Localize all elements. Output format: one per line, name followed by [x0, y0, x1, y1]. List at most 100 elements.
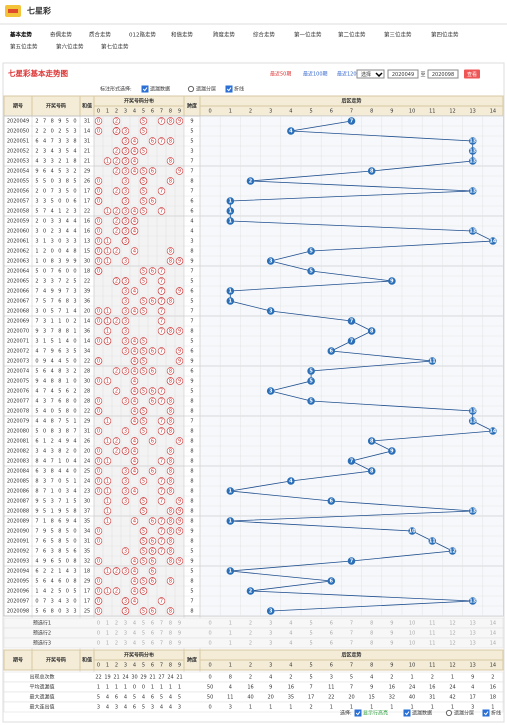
preselect-digit[interactable]: 3 — [124, 641, 127, 647]
preselect-digit[interactable]: 1 — [106, 641, 109, 647]
nav-link[interactable]: 第四位走势 — [431, 31, 459, 39]
preselect-digit[interactable]: 10 — [409, 621, 415, 627]
range-link[interactable]: 最近50期 — [270, 71, 291, 78]
preselect-digit[interactable]: 1 — [106, 631, 109, 637]
preselect-digit[interactable]: 14 — [490, 621, 496, 627]
nav-link[interactable]: 第六位走势 — [56, 43, 84, 51]
preselect-digit[interactable]: 13 — [470, 641, 476, 647]
preselect-digit[interactable]: 6 — [151, 621, 154, 627]
preselect-digit[interactable]: 0 — [209, 621, 212, 627]
preselect-digit[interactable]: 1 — [106, 621, 109, 627]
checkbox[interactable] — [141, 85, 149, 93]
preselect-digit[interactable]: 9 — [178, 631, 181, 637]
to-input[interactable] — [427, 69, 459, 79]
preselect-digit[interactable]: 9 — [178, 641, 181, 647]
option-text[interactable]: 遗漏数据 — [412, 710, 432, 717]
range-link[interactable]: 最近100期 — [303, 71, 328, 78]
preselect-digit[interactable]: 4 — [289, 631, 292, 637]
checkbox[interactable] — [354, 709, 362, 717]
option-text[interactable]: 显示行高亮 — [363, 710, 388, 717]
preselect-digit[interactable]: 8 — [169, 631, 172, 637]
preselect-digit[interactable]: 7 — [350, 631, 353, 637]
preselect-digit[interactable]: 7 — [350, 621, 353, 627]
preselect-digit[interactable]: 1 — [229, 641, 232, 647]
preselect-digit[interactable]: 12 — [449, 621, 455, 627]
nav-link[interactable]: 和值走势 — [171, 31, 194, 39]
preselect-digit[interactable]: 12 — [449, 631, 455, 637]
nav-link[interactable]: 综合走势 — [253, 31, 276, 39]
preselect-digit[interactable]: 6 — [330, 631, 333, 637]
preselect-digit[interactable]: 5 — [142, 631, 145, 637]
nav-link[interactable]: 跨度走势 — [213, 31, 236, 39]
nav-link[interactable]: 第一位走势 — [294, 31, 322, 39]
preselect-digit[interactable]: 3 — [269, 641, 272, 647]
nav-link[interactable]: 质合走势 — [89, 31, 112, 39]
preselect-digit[interactable]: 9 — [390, 631, 393, 637]
preselect-digit[interactable]: 4 — [133, 631, 136, 637]
preselect-digit[interactable]: 5 — [142, 621, 145, 627]
nav-link[interactable]: 第三位走势 — [384, 31, 412, 39]
preselect-digit[interactable]: 1 — [229, 631, 232, 637]
preselect-digit[interactable]: 4 — [133, 641, 136, 647]
preselect-digit[interactable]: 7 — [160, 641, 163, 647]
radio[interactable] — [445, 709, 453, 717]
nav-link[interactable]: 基本走势 — [9, 31, 33, 39]
preselect-digit[interactable]: 9 — [390, 621, 393, 627]
preselect-digit[interactable]: 4 — [289, 641, 292, 647]
preselect-digit[interactable]: 3 — [269, 621, 272, 627]
preselect-digit[interactable]: 0 — [209, 631, 212, 637]
preselect-digit[interactable]: 8 — [370, 631, 373, 637]
preselect-digit[interactable]: 4 — [133, 621, 136, 627]
preselect-digit[interactable]: 12 — [449, 641, 455, 647]
select-box[interactable] — [356, 69, 385, 79]
preselect-digit[interactable]: 10 — [409, 631, 415, 637]
from-input[interactable] — [387, 69, 419, 79]
preselect-digit[interactable]: 0 — [97, 631, 100, 637]
preselect-digit[interactable]: 5 — [310, 631, 313, 637]
preselect-digit[interactable]: 6 — [151, 631, 154, 637]
option-text[interactable]: 折线 — [491, 710, 501, 717]
option-text[interactable]: 遗漏数据 — [150, 86, 170, 93]
preselect-digit[interactable]: 11 — [429, 631, 435, 637]
preselect-digit[interactable]: 10 — [409, 641, 415, 647]
submit-text[interactable]: 查看 — [467, 71, 477, 78]
preselect-digit[interactable]: 9 — [390, 641, 393, 647]
checkbox[interactable] — [225, 85, 233, 93]
nav-link[interactable]: 奇偶走势 — [50, 31, 73, 39]
preselect-digit[interactable]: 5 — [142, 641, 145, 647]
preselect-digit[interactable]: 8 — [370, 641, 373, 647]
preselect-digit[interactable]: 2 — [115, 631, 118, 637]
preselect-digit[interactable]: 13 — [470, 631, 476, 637]
preselect-digit[interactable]: 7 — [160, 621, 163, 627]
preselect-digit[interactable]: 0 — [97, 621, 100, 627]
preselect-digit[interactable]: 3 — [124, 621, 127, 627]
preselect-digit[interactable]: 2 — [115, 621, 118, 627]
nav-link[interactable]: 012路走势 — [129, 31, 156, 39]
option-text[interactable]: 折线 — [234, 86, 244, 93]
preselect-digit[interactable]: 6 — [330, 641, 333, 647]
preselect-digit[interactable]: 7 — [350, 641, 353, 647]
preselect-digit[interactable]: 5 — [310, 641, 313, 647]
preselect-digit[interactable]: 0 — [209, 641, 212, 647]
preselect-digit[interactable]: 14 — [490, 631, 496, 637]
preselect-digit[interactable]: 6 — [330, 621, 333, 627]
nav-link[interactable]: 第二位走势 — [338, 31, 366, 39]
preselect-digit[interactable]: 1 — [229, 621, 232, 627]
preselect-digit[interactable]: 7 — [160, 631, 163, 637]
preselect-digit[interactable]: 4 — [289, 621, 292, 627]
preselect-digit[interactable]: 11 — [429, 621, 435, 627]
preselect-digit[interactable]: 14 — [490, 641, 496, 647]
preselect-digit[interactable]: 3 — [124, 631, 127, 637]
preselect-digit[interactable]: 2 — [115, 641, 118, 647]
preselect-digit[interactable]: 8 — [370, 621, 373, 627]
preselect-digit[interactable]: 11 — [429, 641, 435, 647]
preselect-digit[interactable]: 2 — [249, 631, 252, 637]
preselect-digit[interactable]: 2 — [249, 641, 252, 647]
submit-button[interactable] — [464, 69, 480, 79]
preselect-digit[interactable]: 9 — [178, 621, 181, 627]
preselect-digit[interactable]: 6 — [151, 641, 154, 647]
radio[interactable] — [187, 85, 195, 93]
nav-link[interactable]: 第七位走势 — [101, 43, 129, 51]
preselect-digit[interactable]: 8 — [169, 621, 172, 627]
range-link[interactable]: 最近120期 — [337, 71, 362, 78]
